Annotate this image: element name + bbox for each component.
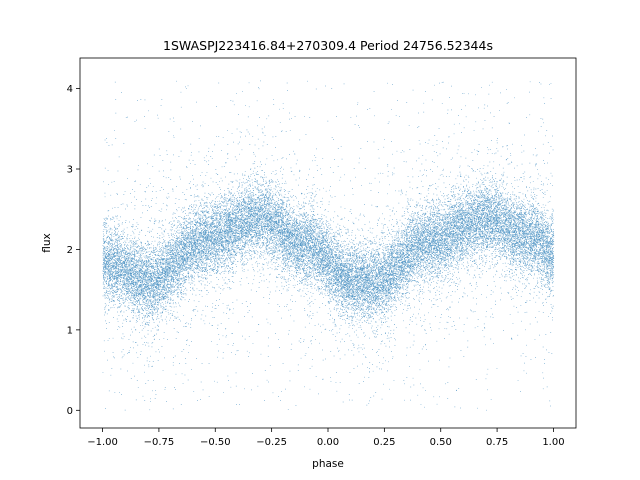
y-axis-label: flux [41, 233, 53, 252]
x-tick-label: 0.75 [486, 437, 508, 448]
chart-title: 1SWASPJ223416.84+270309.4 Period 24756.5… [163, 38, 493, 53]
x-axis-label: phase [312, 458, 344, 470]
x-axis: −1.00 −0.75 −0.50 −0.25 0.00 0.25 0.50 0.75 1.00 [87, 428, 565, 448]
x-tick-label: 0.25 [373, 437, 395, 448]
x-tick-label: 0.50 [430, 437, 452, 448]
y-tick-label: 2 [67, 245, 73, 256]
x-tick-label: 1.00 [542, 437, 564, 448]
y-axis: 0 1 2 3 4 [67, 84, 80, 417]
scatter-points [102, 80, 555, 411]
data-points [102, 80, 555, 411]
y-tick-label: 4 [67, 84, 73, 95]
y-tick-label: 1 [67, 325, 73, 336]
x-tick-label: −0.25 [256, 437, 287, 448]
x-tick-label: 0.00 [317, 437, 339, 448]
y-tick-label: 3 [67, 165, 73, 176]
x-tick-label: −0.75 [144, 437, 175, 448]
x-tick-label: −1.00 [87, 437, 118, 448]
y-tick-label: 0 [67, 406, 73, 417]
x-tick-label: −0.50 [200, 437, 231, 448]
